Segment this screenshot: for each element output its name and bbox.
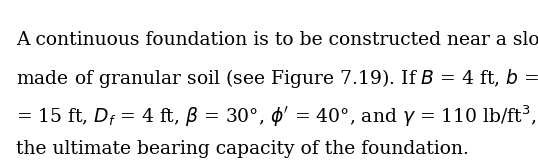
Text: A continuous foundation is to be constructed near a slope: A continuous foundation is to be constru…: [16, 31, 538, 49]
Text: made of granular soil (see Figure 7.19). If $B$ = 4 ft, $b$ = 6 ft, $H$: made of granular soil (see Figure 7.19).…: [16, 68, 538, 91]
Text: = 15 ft, $D_f$ = 4 ft, $\beta$ = 30°, $\phi^{\prime}$ = 40°, and $\gamma$ = 110 : = 15 ft, $D_f$ = 4 ft, $\beta$ = 30°, $\…: [16, 104, 538, 129]
Text: the ultimate bearing capacity of the foundation.: the ultimate bearing capacity of the fou…: [16, 140, 469, 158]
